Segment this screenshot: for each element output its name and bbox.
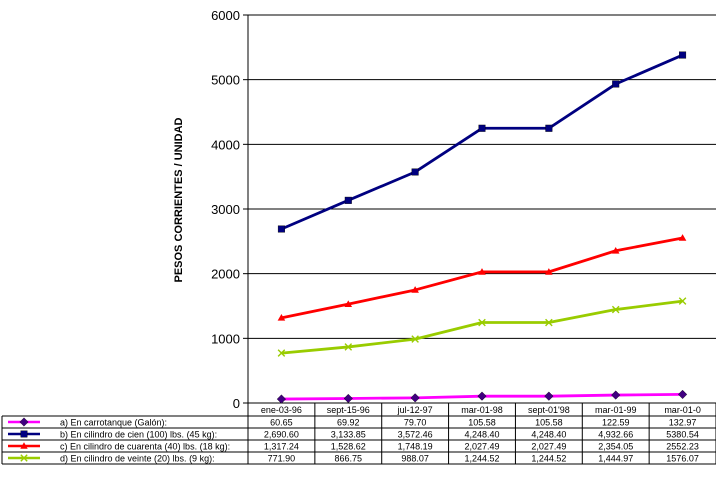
data-point (478, 318, 486, 327)
table-value-cell: 60.65 (270, 417, 293, 427)
data-point (545, 124, 553, 132)
marker-stroke (411, 335, 419, 343)
data-point (411, 335, 419, 343)
table-value-cell: 2,027.49 (531, 441, 566, 451)
marker-stroke (611, 305, 620, 314)
data-point (612, 80, 620, 88)
y-tick-label: 0 (233, 396, 240, 411)
marker-stroke (344, 343, 353, 351)
data-point (545, 268, 553, 275)
marker-stroke (20, 454, 28, 462)
data-point (277, 349, 286, 357)
x-category-label: mar-01-0 (664, 405, 701, 415)
table-value-cell: 79.70 (404, 417, 427, 427)
legend-key-marker (20, 442, 28, 449)
table-value-cell: 1,528.62 (331, 441, 366, 451)
x-category-label: mar-01-99 (595, 405, 637, 415)
data-point (545, 318, 553, 327)
marker-stroke (678, 297, 687, 305)
table-value-cell: 1,317.24 (264, 441, 299, 451)
legend-series-name: a) En carrotanque (Galón): (60, 417, 167, 427)
table-value-cell: 5380.54 (666, 429, 699, 439)
table-value-cell: 4,248.40 (464, 429, 499, 439)
y-tick-label: 4000 (211, 137, 240, 152)
series-line-2 (280, 53, 684, 231)
data-table: ene-03-96 sept-15-96 jul-12-97 mar-01-98 sep… (1, 402, 716, 465)
data-point (344, 343, 353, 351)
data-point (611, 246, 620, 254)
y-tick-label: 1000 (211, 331, 240, 346)
legend-series-name: b) En cilindro de cien (100) lbs. (45 kg… (60, 429, 217, 439)
y-tick-label: 2000 (211, 267, 240, 282)
table-value-cell: 1,244.52 (464, 453, 499, 463)
marker-stroke (478, 318, 486, 327)
table-value-cell: 132.97 (669, 417, 697, 427)
data-point (544, 391, 554, 401)
x-category-label: jul-12-97 (397, 405, 433, 415)
table-value-cell: 2552.23 (666, 441, 699, 451)
legend-series-name: d) En cilindro de veinte (20) lbs. (9 kg… (60, 453, 215, 463)
data-point (478, 268, 486, 275)
y-tick-label: 6000 (211, 8, 240, 23)
y-axis: 0 1000 2000 3000 4000 5000 6000 (211, 8, 249, 411)
x-category-label: ene-03-96 (261, 405, 302, 415)
data-point (411, 286, 419, 293)
marker-stroke (545, 318, 553, 327)
legend-key-marker (20, 430, 28, 438)
table-value-cell: 4,248.40 (531, 429, 566, 439)
table-value-cell: 3,572.46 (398, 429, 433, 439)
data-point (611, 305, 620, 314)
data-point (343, 393, 353, 404)
table-value-cell: 1576.07 (666, 453, 699, 463)
data-point (277, 314, 286, 321)
legend-key-marker (19, 417, 29, 427)
legend-key-marker (20, 454, 28, 462)
data-point (678, 234, 687, 241)
series-lines (276, 51, 688, 404)
x-category-label: sept-15-96 (327, 405, 370, 415)
table-value-cell: 3,133.85 (331, 429, 366, 439)
table-value-cell: 2,354.05 (598, 441, 633, 451)
table-value-cell: 771.90 (268, 453, 296, 463)
table-value-cell: 2,027.49 (464, 441, 499, 451)
legend-series-name: c) En cilindro de cuarenta (40) lbs. (18… (60, 441, 230, 451)
data-point (277, 225, 285, 233)
data-point (678, 297, 687, 305)
table-value-cell: 105.58 (468, 417, 496, 427)
data-point (611, 390, 621, 400)
table-value-cell: 69.92 (337, 417, 360, 427)
table-value-cell: 122.59 (602, 417, 630, 427)
table-value-cell: 866.75 (335, 453, 363, 463)
marker-stroke (277, 349, 286, 357)
y-tick-label: 5000 (211, 73, 240, 88)
gridlines (248, 14, 716, 339)
table-value-cell: 1,244.52 (531, 453, 566, 463)
data-point (276, 394, 287, 404)
table-value-cell: 4,932.66 (598, 429, 633, 439)
data-point (478, 124, 486, 132)
series-line-4 (281, 299, 683, 355)
x-category-label: mar-01-98 (461, 405, 503, 415)
data-point (344, 300, 353, 307)
table-value-cell: 105.58 (535, 417, 563, 427)
y-axis-label: PESOS CORRIENTES / UNIDAD (173, 117, 185, 282)
table-value-cell: 1,748.19 (398, 441, 433, 451)
table-value-cell: 2,690.60 (264, 429, 299, 439)
y-tick-label: 3000 (211, 202, 240, 217)
x-category-label: sept-01'98 (528, 405, 570, 415)
data-point (344, 196, 352, 204)
table-value-cell: 988.07 (401, 453, 429, 463)
data-point (677, 389, 688, 399)
table-value-cell: 1,444.97 (598, 453, 633, 463)
series-line-3 (281, 236, 683, 320)
data-point (679, 51, 687, 59)
data-point (411, 168, 419, 176)
data-point (477, 391, 487, 401)
data-point (410, 393, 420, 403)
